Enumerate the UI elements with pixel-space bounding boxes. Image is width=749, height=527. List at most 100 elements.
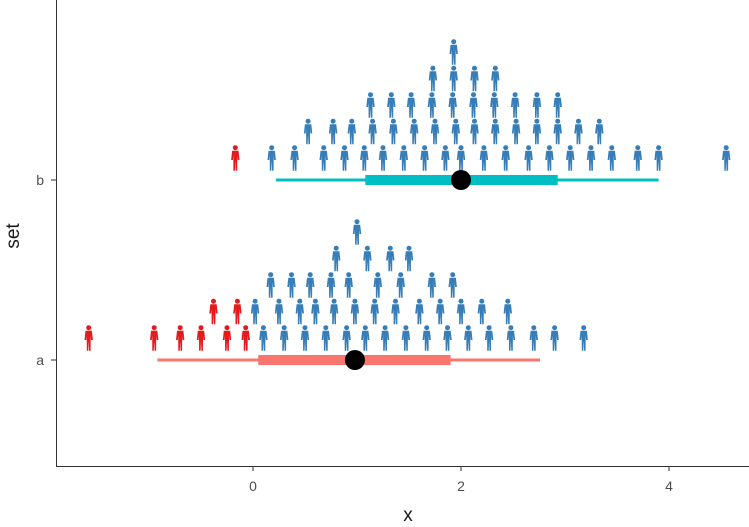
- person-icon: [428, 65, 438, 92]
- person-icon: [479, 145, 489, 171]
- person-icon: [443, 325, 452, 351]
- person-icon: [449, 39, 458, 65]
- person-icon: [222, 325, 232, 351]
- person-icon: [389, 118, 398, 145]
- person-icon: [550, 325, 559, 351]
- person-icon: [654, 145, 663, 171]
- person-icon: [579, 325, 588, 351]
- person-icon: [470, 65, 479, 92]
- person-icon: [511, 118, 521, 145]
- person-icon: [266, 272, 275, 298]
- person-icon: [484, 325, 494, 351]
- person-icon: [352, 219, 362, 245]
- person-icon: [332, 245, 341, 272]
- person-icon: [241, 325, 250, 351]
- person-icon: [176, 325, 185, 351]
- person-icon: [464, 325, 473, 351]
- person-icon: [311, 298, 320, 325]
- person-icon: [373, 272, 382, 298]
- person-icon: [451, 118, 460, 145]
- person-icon: [360, 145, 369, 171]
- x-axis-title: x: [403, 505, 413, 526]
- x-tick-label: 0: [249, 478, 257, 494]
- person-icon: [347, 118, 356, 145]
- person-icon: [477, 298, 486, 325]
- person-icon: [290, 145, 299, 171]
- person-icon: [532, 118, 542, 145]
- person-icon: [259, 325, 268, 351]
- person-icon: [150, 325, 159, 351]
- person-icon: [430, 118, 440, 145]
- person-icon: [566, 145, 575, 171]
- person-icon: [328, 118, 338, 145]
- person-icon: [427, 272, 437, 298]
- person-icon: [368, 118, 377, 145]
- person-icon: [231, 145, 240, 171]
- person-icon: [633, 145, 642, 171]
- person-icon: [84, 325, 93, 351]
- person-icon: [406, 92, 416, 118]
- person-icon: [506, 325, 516, 351]
- person-icon: [391, 298, 400, 325]
- person-icon: [607, 145, 616, 171]
- person-icon: [196, 325, 206, 351]
- person-icon: [267, 145, 276, 171]
- person-icon: [410, 118, 419, 145]
- person-icon: [545, 145, 554, 171]
- person-icon: [366, 92, 375, 118]
- person-icon: [378, 145, 388, 171]
- person-icon: [370, 298, 379, 325]
- person-icon: [449, 65, 458, 92]
- person-icon: [448, 272, 457, 298]
- axes: 0 2 4 a b: [36, 0, 749, 494]
- set-a-group: [84, 219, 588, 370]
- person-icon: [436, 298, 445, 325]
- person-icon: [342, 325, 351, 351]
- person-icon: [380, 325, 390, 351]
- person-icon: [287, 272, 296, 298]
- person-icon: [250, 298, 260, 325]
- person-icon: [501, 145, 510, 171]
- point-estimate-b: [451, 170, 471, 190]
- person-icon: [361, 325, 370, 351]
- person-icon: [387, 92, 396, 118]
- person-icon: [469, 92, 478, 118]
- person-icon: [448, 92, 457, 118]
- person-icon: [306, 272, 315, 298]
- person-icon: [503, 298, 512, 325]
- person-icon: [441, 145, 450, 171]
- person-icon: [300, 325, 310, 351]
- person-icon: [524, 145, 533, 171]
- x-tick-label: 2: [457, 478, 465, 494]
- person-icon: [344, 272, 353, 298]
- person-icon: [233, 298, 242, 325]
- person-icon: [396, 272, 405, 298]
- person-icon: [456, 298, 466, 325]
- person-icon: [553, 92, 562, 118]
- person-icon: [491, 118, 500, 145]
- person-icon: [586, 145, 596, 171]
- x-tick-label: 4: [665, 478, 673, 494]
- person-icon: [456, 145, 466, 171]
- person-icon: [295, 298, 304, 325]
- person-icon: [404, 245, 414, 272]
- person-icon: [532, 92, 542, 118]
- person-icon: [303, 118, 313, 145]
- person-icon: [553, 118, 562, 145]
- plot-area: [84, 39, 731, 370]
- set-b-group: [231, 39, 731, 190]
- person-icon: [529, 325, 538, 351]
- person-icon: [490, 92, 499, 118]
- person-icon: [595, 118, 604, 145]
- person-icon: [399, 145, 408, 171]
- person-icon: [209, 298, 218, 325]
- person-icon: [510, 92, 520, 118]
- person-icon: [340, 145, 349, 171]
- person-icon: [420, 145, 429, 171]
- person-icon: [321, 325, 330, 351]
- y-tick-label: a: [36, 352, 44, 368]
- person-icon: [491, 65, 500, 92]
- person-icon: [274, 298, 284, 325]
- y-axis-title: set: [3, 223, 24, 249]
- person-icon: [280, 325, 289, 351]
